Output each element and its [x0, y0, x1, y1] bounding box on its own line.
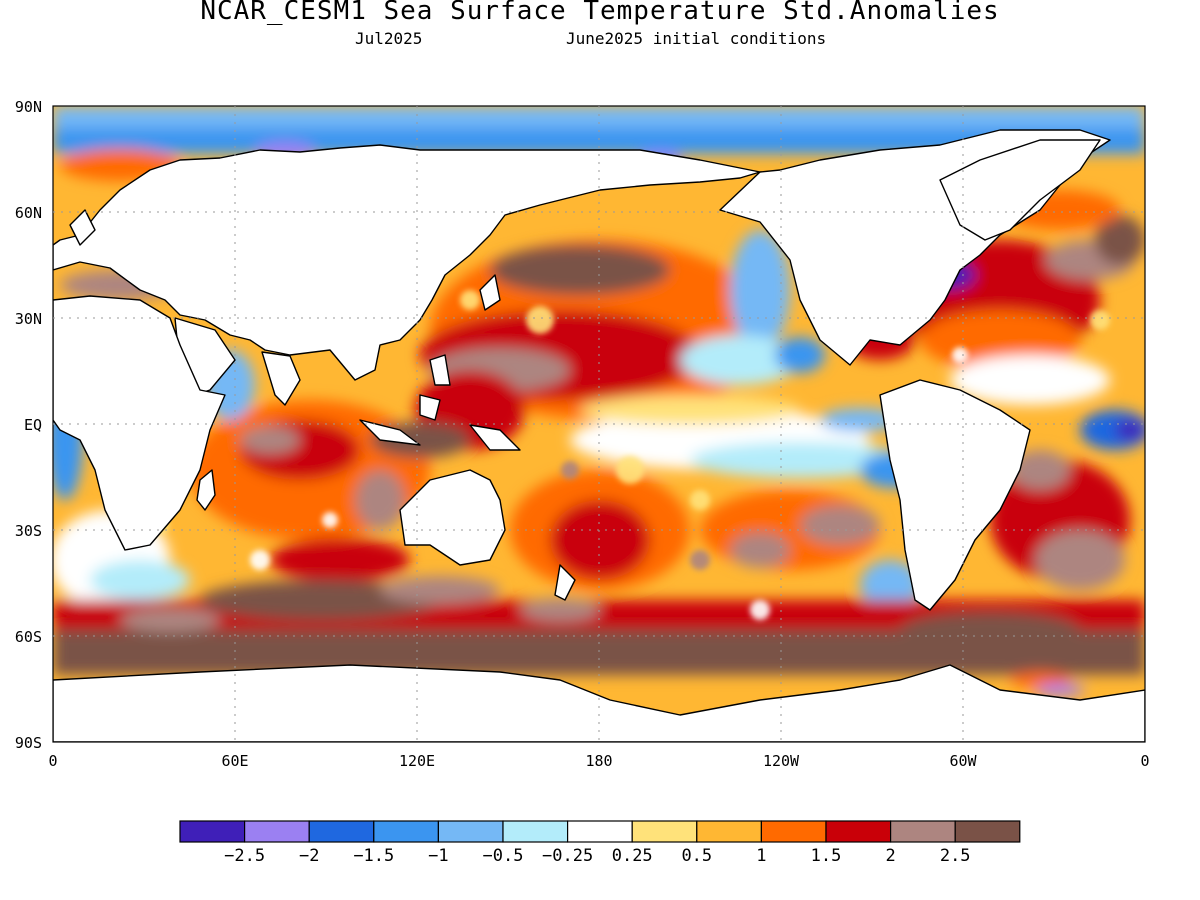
colorbar-swatch — [179, 820, 246, 843]
map-title: NCAR_CESM1 Sea Surface Temperature Std.A… — [200, 0, 1000, 26]
colorbar: −2.5 −2 −1.5 −1 −0.5 −0.25 0.25 0.5 1 1.5 2 2.5 — [179, 820, 1021, 866]
landmass-greenland — [939, 139, 1101, 241]
colorbar-swatch — [825, 820, 892, 843]
lon-label: 0 — [1140, 752, 1149, 770]
landmass-africa — [53, 295, 226, 551]
colorbar-swatch — [760, 820, 827, 843]
lat-label: 90N — [15, 98, 42, 116]
lat-label: 30S — [15, 522, 42, 540]
lat-label: EQ — [24, 416, 42, 434]
colorbar-label: 2.5 — [940, 846, 971, 866]
graticule — [53, 106, 1145, 742]
colorbar-label: 0.5 — [681, 846, 712, 866]
colorbar-swatch — [566, 820, 633, 843]
colorbar-label: −1 — [428, 846, 448, 866]
colorbar-label: 1 — [756, 846, 766, 866]
colorbar-label: −2 — [299, 846, 319, 866]
lon-label: 120E — [399, 752, 435, 770]
colorbar-label: 0.25 — [612, 846, 653, 866]
colorbar-label: −1.5 — [353, 846, 394, 866]
colorbar-swatch — [308, 820, 375, 843]
longitude-axis: 0 60E 120E 180 120W 60W 0 — [48, 752, 1149, 770]
forecast-month: Jul2025 — [355, 29, 423, 48]
colorbar-label: 1.5 — [811, 846, 842, 866]
colorbar-swatch — [631, 820, 698, 843]
colorbar-swatch — [373, 820, 439, 843]
continents — [53, 129, 1145, 742]
landmass-australia — [399, 469, 506, 566]
colorbar-swatch — [889, 820, 956, 843]
lon-label: 60E — [221, 752, 248, 770]
lon-label: 0 — [48, 752, 57, 770]
landmass-south-america — [879, 379, 1031, 611]
colorbar-swatch — [502, 820, 569, 843]
colorbar-swatch — [954, 820, 1021, 843]
latitude-axis: 90N 60N 30N EQ 30S 60S 90S — [15, 98, 42, 752]
initial-conditions: June2025 initial conditions — [566, 29, 827, 48]
landmass-madagascar — [196, 469, 216, 511]
lon-label: 120W — [763, 752, 800, 770]
lat-label: 30N — [15, 310, 42, 328]
lon-label: 60W — [949, 752, 977, 770]
lat-label: 60S — [15, 628, 42, 646]
lat-label: 60N — [15, 204, 42, 222]
landmass-antarctica — [53, 664, 1145, 742]
colorbar-label: −2.5 — [224, 846, 265, 866]
lat-label: 90S — [15, 734, 42, 752]
colorbar-swatch — [437, 820, 504, 843]
colorbar-label: −0.5 — [483, 846, 524, 866]
lon-label: 180 — [585, 752, 612, 770]
colorbar-label: −0.25 — [542, 846, 593, 866]
colorbar-swatch — [244, 820, 310, 843]
colorbar-swatch — [696, 820, 762, 843]
landmass-eurasia — [53, 144, 761, 381]
colorbar-label: 2 — [885, 846, 895, 866]
